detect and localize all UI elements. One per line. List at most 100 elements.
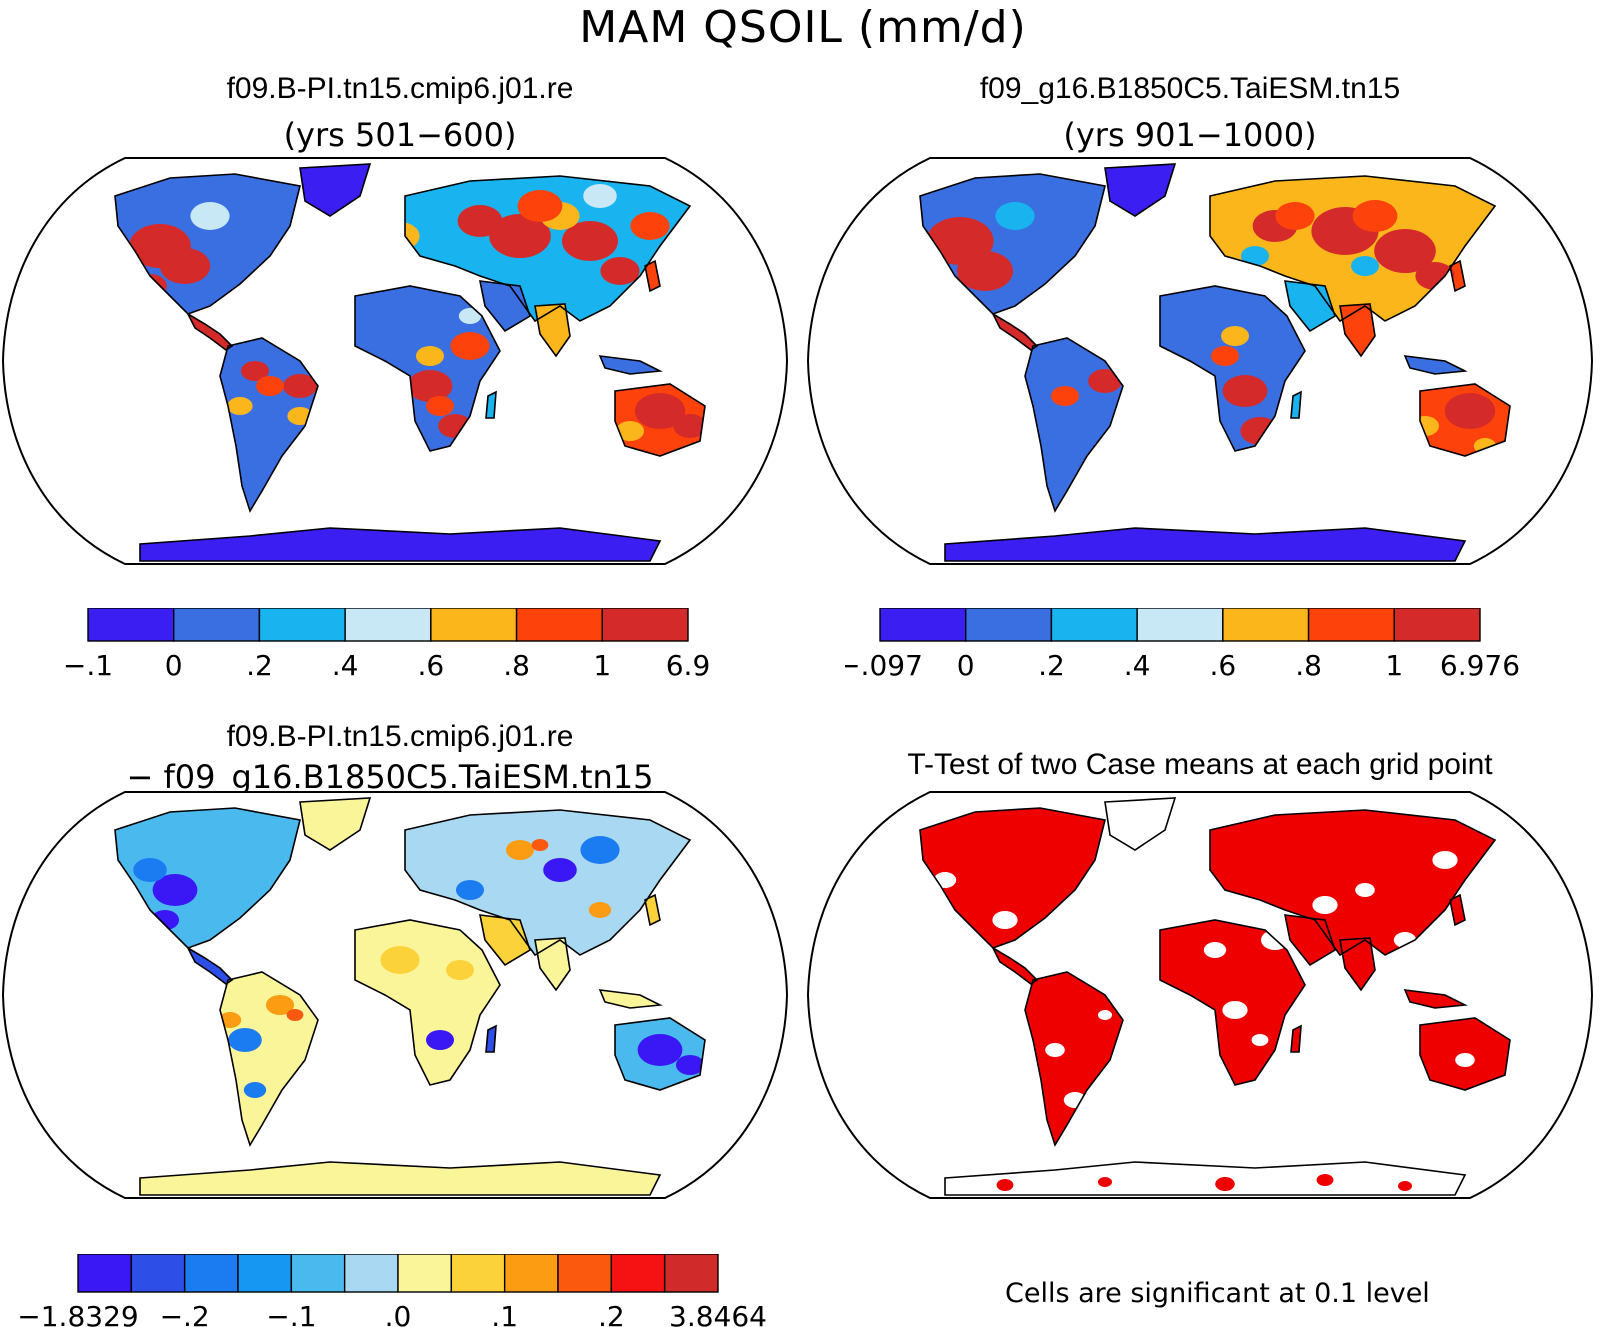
- coastline-greenland: [1104, 797, 1177, 851]
- figure-title: MAM QSOIL (mm/d): [579, 2, 1027, 53]
- continent-fill-greenland: [1105, 164, 1175, 216]
- colorbar-swatch: [965, 608, 1053, 642]
- continent-fill-centralAmerica: [188, 948, 232, 984]
- field-patch: [588, 902, 612, 918]
- colorbar-swatch: [610, 1254, 666, 1293]
- coastline-india: [534, 303, 571, 358]
- coastline-southAmerica: [1024, 337, 1124, 513]
- panel-4-title: T-Test of two Case means at each grid po…: [907, 748, 1493, 781]
- coastline-greenland: [1104, 163, 1177, 217]
- field-patch: [1351, 256, 1379, 276]
- coastline-australia: [614, 383, 706, 457]
- field-patch: [1088, 369, 1122, 393]
- continent-fill-arabia: [1285, 281, 1335, 331]
- field-patch: [228, 1028, 262, 1052]
- colorbar-tick-label: .4: [332, 649, 359, 682]
- coastline-northAmerica: [919, 173, 1106, 315]
- coastline-greenland: [299, 163, 372, 217]
- field-patch: [241, 361, 269, 381]
- coastline-madagascar: [485, 1024, 497, 1053]
- colorbar-swatch: [77, 1254, 133, 1293]
- continent-fill-greenland: [1105, 798, 1175, 850]
- coastline-indonesia: [1403, 355, 1468, 375]
- colorbar-tick-label: .2: [246, 649, 273, 682]
- continent-fill-india: [535, 938, 570, 990]
- colorbar-2: −.097 0 .2 .4 .6 .8 1 6.976: [845, 608, 1520, 682]
- field-patch: [1222, 1001, 1248, 1019]
- field-patch: [1045, 1043, 1065, 1057]
- field-patch: [1241, 246, 1269, 266]
- colorbar-tick-label: −.2: [160, 1300, 210, 1327]
- coastline-centralAmerica: [186, 311, 234, 351]
- field-patch: [531, 839, 549, 851]
- field-patch: [159, 248, 211, 284]
- continent-fill-antarctica: [140, 1162, 660, 1195]
- field-patch: [256, 376, 284, 396]
- coastline-southAmerica: [219, 337, 319, 513]
- field-patch: [380, 946, 420, 974]
- coastline-japan: [644, 893, 661, 927]
- colorbar-swatch: [183, 1254, 239, 1293]
- field-patch: [630, 212, 670, 240]
- field-patch: [283, 374, 317, 398]
- colorbar-swatch: [130, 1254, 186, 1293]
- coastline-eurasia: [404, 175, 692, 323]
- colorbar-swatch: [237, 1254, 293, 1293]
- colorbar-tick-label: .6: [417, 649, 444, 682]
- colorbar-tick-label: 0: [165, 649, 183, 682]
- coastline-australia: [1419, 383, 1511, 457]
- continent-fill-india: [1340, 304, 1375, 356]
- colorbar-swatch: [344, 608, 432, 642]
- coastline-indonesia: [1403, 989, 1468, 1009]
- colorbar-swatch: [515, 608, 603, 642]
- coastline-africa: [354, 285, 501, 452]
- colorbar-swatch: [601, 608, 689, 642]
- field-patch: [1455, 1053, 1475, 1067]
- colorbar-swatch: [1050, 608, 1138, 642]
- continent-fill-africa: [355, 286, 500, 451]
- colorbar-tick-label: 1: [593, 649, 611, 682]
- coastline-africa: [1159, 285, 1306, 452]
- field-patch: [1398, 1181, 1412, 1191]
- colorbar-tick-label: .2: [1038, 649, 1065, 682]
- panel-1-title: f09.B-PI.tn15.cmip6.j01.re: [226, 72, 574, 105]
- continent-fill-antarctica: [945, 1162, 1465, 1195]
- field-patch: [1251, 1034, 1269, 1046]
- field-patch: [1432, 851, 1458, 869]
- coastline-arabia: [1283, 914, 1336, 967]
- field-patch: [190, 202, 230, 230]
- map-panel-2: [806, 157, 1594, 565]
- panel-1-subtitle: (yrs 501−600): [283, 116, 517, 154]
- colorbar-swatch: [1136, 608, 1224, 642]
- field-patch: [286, 1009, 304, 1021]
- colorbar-tick-label: −1.8329: [17, 1300, 138, 1327]
- field-patch: [1051, 386, 1079, 406]
- colorbar-1: −.1 0 .2 .4 .6 .8 1 6.9: [63, 608, 710, 682]
- coastline-arabia: [478, 280, 531, 333]
- continent-fill-indonesia: [1405, 990, 1465, 1008]
- coastline-india: [1339, 303, 1376, 358]
- colorbar-swatch: [557, 1254, 613, 1293]
- colorbar-tick-label: −.097: [845, 649, 923, 682]
- coastline-australia: [1419, 1017, 1511, 1091]
- panel-3-subtitle: − f09_g16.B1850C5.TaiESM.tn15: [126, 758, 654, 796]
- colorbar-swatch: [503, 1254, 559, 1293]
- colorbar-tick-label: 6.976: [1440, 649, 1520, 682]
- colorbar-tick-label: 0: [957, 649, 975, 682]
- field-patch: [152, 874, 198, 906]
- field-patch: [1098, 1177, 1112, 1187]
- continent-fill-antarctica: [945, 528, 1465, 561]
- colorbar-tick-label: .8: [503, 649, 530, 682]
- field-patch: [637, 1034, 683, 1066]
- coastline-centralAmerica: [991, 311, 1039, 351]
- coastline-arabia: [478, 914, 531, 967]
- significance-footnote: Cells are significant at 0.1 level: [1005, 1278, 1430, 1309]
- colorbar-swatch: [173, 608, 261, 642]
- map-frame: [806, 791, 1594, 1199]
- colorbar-swatch: [1222, 608, 1310, 642]
- map-frame: [1, 791, 789, 1199]
- continent-fill-eurasia: [1210, 810, 1495, 955]
- continent-fill-centralAmerica: [993, 314, 1037, 350]
- coastline-southAmerica: [1024, 971, 1124, 1147]
- map-panel-4: [806, 791, 1594, 1199]
